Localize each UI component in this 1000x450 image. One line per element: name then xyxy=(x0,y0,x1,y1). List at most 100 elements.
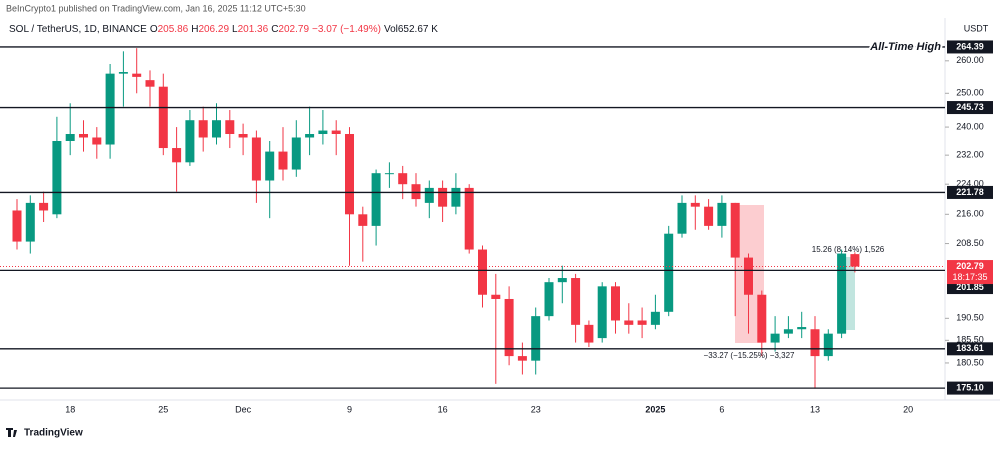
candle-body xyxy=(810,329,820,357)
x-tick-label: 25 xyxy=(158,404,168,414)
price-label: 202.79 xyxy=(956,261,984,271)
ohlc-prefix: H xyxy=(191,24,198,35)
candle-body xyxy=(757,294,767,343)
x-tick-label: 2025 xyxy=(645,404,665,414)
level-label: 221.78 xyxy=(956,187,984,197)
candle-body xyxy=(557,278,567,283)
candle-body xyxy=(717,202,727,226)
countdown: 18:17:35 xyxy=(952,272,987,282)
x-tick-label: 20 xyxy=(903,404,913,414)
candle-body xyxy=(105,73,115,145)
candle-body xyxy=(677,202,687,234)
candle-body xyxy=(384,173,394,175)
candle-body xyxy=(478,249,487,295)
candle-body xyxy=(132,73,142,77)
candle-body xyxy=(491,294,501,299)
candle-body xyxy=(783,329,793,334)
candle-body xyxy=(358,214,368,226)
candle-body xyxy=(464,187,474,250)
candle-body xyxy=(265,151,275,181)
candle-body xyxy=(584,324,594,343)
x-tick-label: 16 xyxy=(438,404,448,414)
candle-body xyxy=(837,253,847,334)
currency: USDT xyxy=(964,23,989,33)
price-label-box xyxy=(947,260,993,285)
candle-body xyxy=(145,80,155,87)
candle-body xyxy=(212,120,221,138)
level-label: 245.73 xyxy=(956,102,984,112)
candle-body xyxy=(371,173,381,226)
y-tick-label: 208.50 xyxy=(956,238,984,248)
candle-body xyxy=(238,134,248,138)
level-label: 264.39 xyxy=(956,41,984,51)
change: −3.07 (−1.49%) xyxy=(312,24,381,35)
candle-body xyxy=(185,120,195,163)
candle-body xyxy=(650,311,660,325)
y-tick-label: 216.00 xyxy=(956,209,984,219)
candle-body xyxy=(198,120,208,138)
y-tick-label: 180.50 xyxy=(956,357,984,367)
ohlc-prefix: C xyxy=(271,24,278,35)
x-tick-label: 9 xyxy=(347,404,352,414)
candle-body xyxy=(79,134,88,138)
footer-logo: TradingView xyxy=(24,428,83,439)
legend-text: SOL / TetherUS, 1D, BINANCE O205.86 H206.2… xyxy=(9,24,438,35)
y-tick-label: 224.00 xyxy=(956,179,984,189)
x-tick-label: 6 xyxy=(719,404,724,414)
ohlc-value: 201.36 xyxy=(238,24,269,35)
ohlc-value: 202.79 xyxy=(278,24,309,35)
volume: Vol652.67 K xyxy=(384,24,438,35)
candle-body xyxy=(611,286,620,321)
candle-body xyxy=(637,320,647,325)
symbol: SOL / TetherUS, 1D, BINANCE xyxy=(9,24,147,35)
level-label: 183.61 xyxy=(956,343,984,353)
candle-body xyxy=(597,286,607,339)
candle-body xyxy=(278,151,288,170)
candle-body xyxy=(704,206,714,226)
drop-label: −33.27 (−15.25%) −3,327 xyxy=(704,351,796,360)
x-tick-label: 18 xyxy=(65,404,75,414)
y-tick-label: 185.50 xyxy=(956,335,984,345)
candle-body xyxy=(517,356,527,361)
candle-body xyxy=(225,120,235,135)
legend: SOL / TetherUS, 1D, BINANCE O205.86 H206.2… xyxy=(9,24,438,35)
candle-body xyxy=(52,140,62,215)
candle-body xyxy=(172,148,182,163)
candle-body xyxy=(571,278,581,325)
candle-body xyxy=(730,202,740,258)
candle-body xyxy=(451,187,461,207)
candle-body xyxy=(398,173,408,185)
candle-body xyxy=(291,137,301,170)
level-label-box xyxy=(947,101,993,115)
x-tick-label: 23 xyxy=(531,404,541,414)
candle-body xyxy=(318,130,328,135)
ohlc-value: 206.29 xyxy=(198,24,229,35)
candle-body xyxy=(544,282,554,317)
candle-body xyxy=(65,134,75,141)
candle-body xyxy=(92,137,102,145)
candle-body xyxy=(531,316,541,361)
candle-body xyxy=(690,202,700,207)
y-tick-label: 240.00 xyxy=(956,121,984,131)
candle-body xyxy=(158,86,168,149)
candle-body xyxy=(12,210,22,242)
candle-body xyxy=(411,184,421,200)
level-label-box xyxy=(947,342,993,356)
candle-body xyxy=(345,134,354,215)
level-label-box xyxy=(947,281,993,295)
candle-body xyxy=(305,134,315,138)
ohlc-prefix: L xyxy=(232,24,238,35)
candle-body xyxy=(331,130,341,135)
ohlc-value: 205.86 xyxy=(158,24,189,35)
level-label: 175.10 xyxy=(956,382,984,392)
ath-label: All-Time High xyxy=(869,41,941,53)
candle-body xyxy=(39,202,49,211)
publisher: BeInCrypto1 published on TradingView.com… xyxy=(6,3,306,13)
y-tick-label: 232.00 xyxy=(956,150,984,160)
candle-body xyxy=(664,233,674,312)
candle-body xyxy=(25,202,35,242)
level-label: 201.85 xyxy=(956,282,984,292)
candle-body xyxy=(850,254,860,267)
